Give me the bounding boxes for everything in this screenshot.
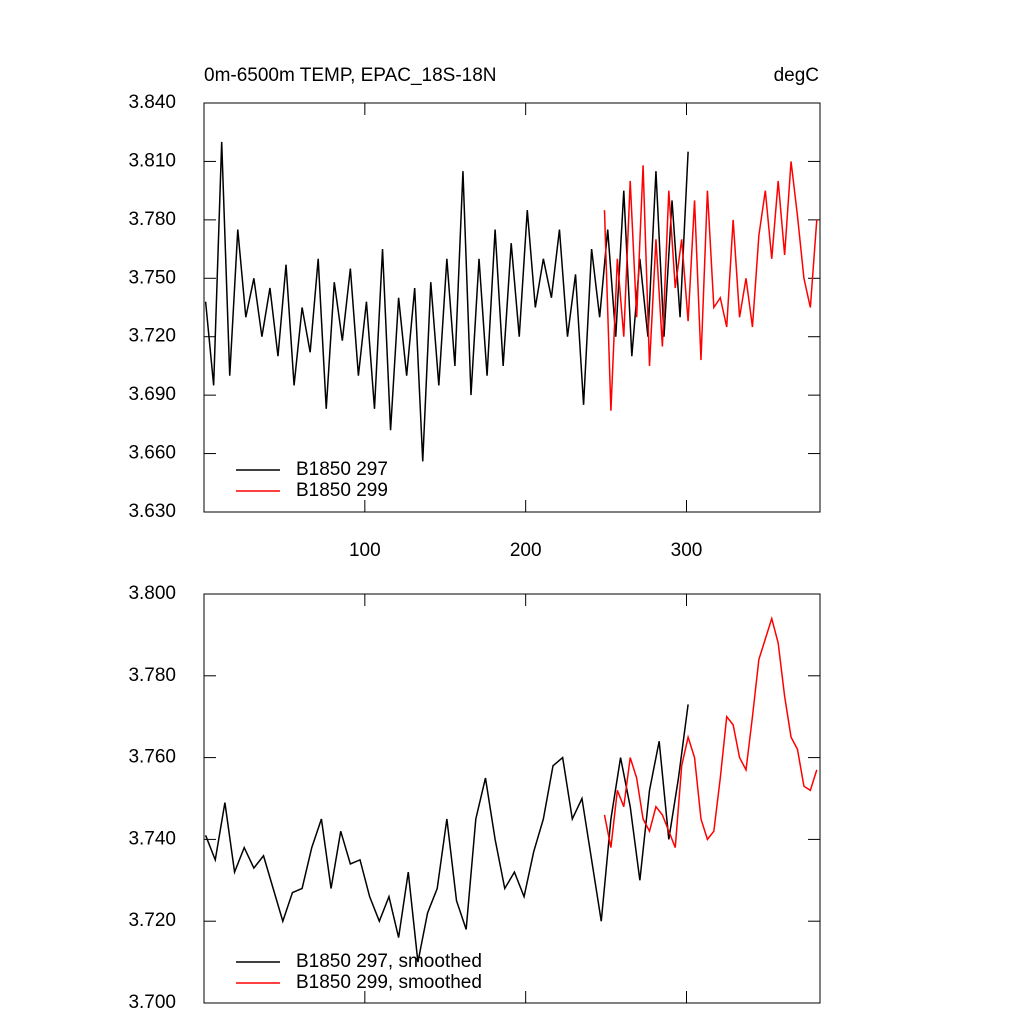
plot-frame — [203, 102, 821, 513]
y-tick-label: 3.760 — [128, 747, 176, 768]
plot-frame — [203, 593, 821, 1004]
y-tick-label: 3.840 — [128, 92, 176, 113]
y-tick-label: 3.700 — [128, 992, 176, 1013]
chart-title: 0m-6500m TEMP, EPAC_18S-18N — [204, 65, 497, 86]
legend-label: B1850 299 — [296, 480, 388, 501]
y-tick-label: 3.780 — [128, 209, 176, 230]
data-line — [603, 615, 818, 848]
y-tick-label: 3.660 — [128, 443, 176, 464]
y-tick-label: 3.750 — [128, 267, 176, 288]
y-tick-label: 3.780 — [128, 665, 176, 686]
x-tick-label: 100 — [349, 540, 381, 561]
data-line — [204, 141, 689, 462]
data-line — [603, 161, 818, 411]
y-tick-label: 3.720 — [128, 910, 176, 931]
y-tick-label: 3.690 — [128, 384, 176, 405]
y-tick-label: 3.720 — [128, 326, 176, 347]
chart-units: degC — [774, 65, 819, 86]
legend-label: B1850 299, smoothed — [296, 972, 482, 993]
legend-label: B1850 297, smoothed — [296, 951, 482, 972]
data-line — [204, 704, 689, 963]
x-tick-label: 200 — [510, 540, 542, 561]
y-tick-label: 3.630 — [128, 501, 176, 522]
y-tick-label: 3.800 — [128, 583, 176, 604]
x-tick-label: 300 — [671, 540, 703, 561]
y-tick-label: 3.810 — [128, 150, 176, 171]
y-tick-label: 3.740 — [128, 828, 176, 849]
legend-label: B1850 297 — [296, 459, 388, 480]
